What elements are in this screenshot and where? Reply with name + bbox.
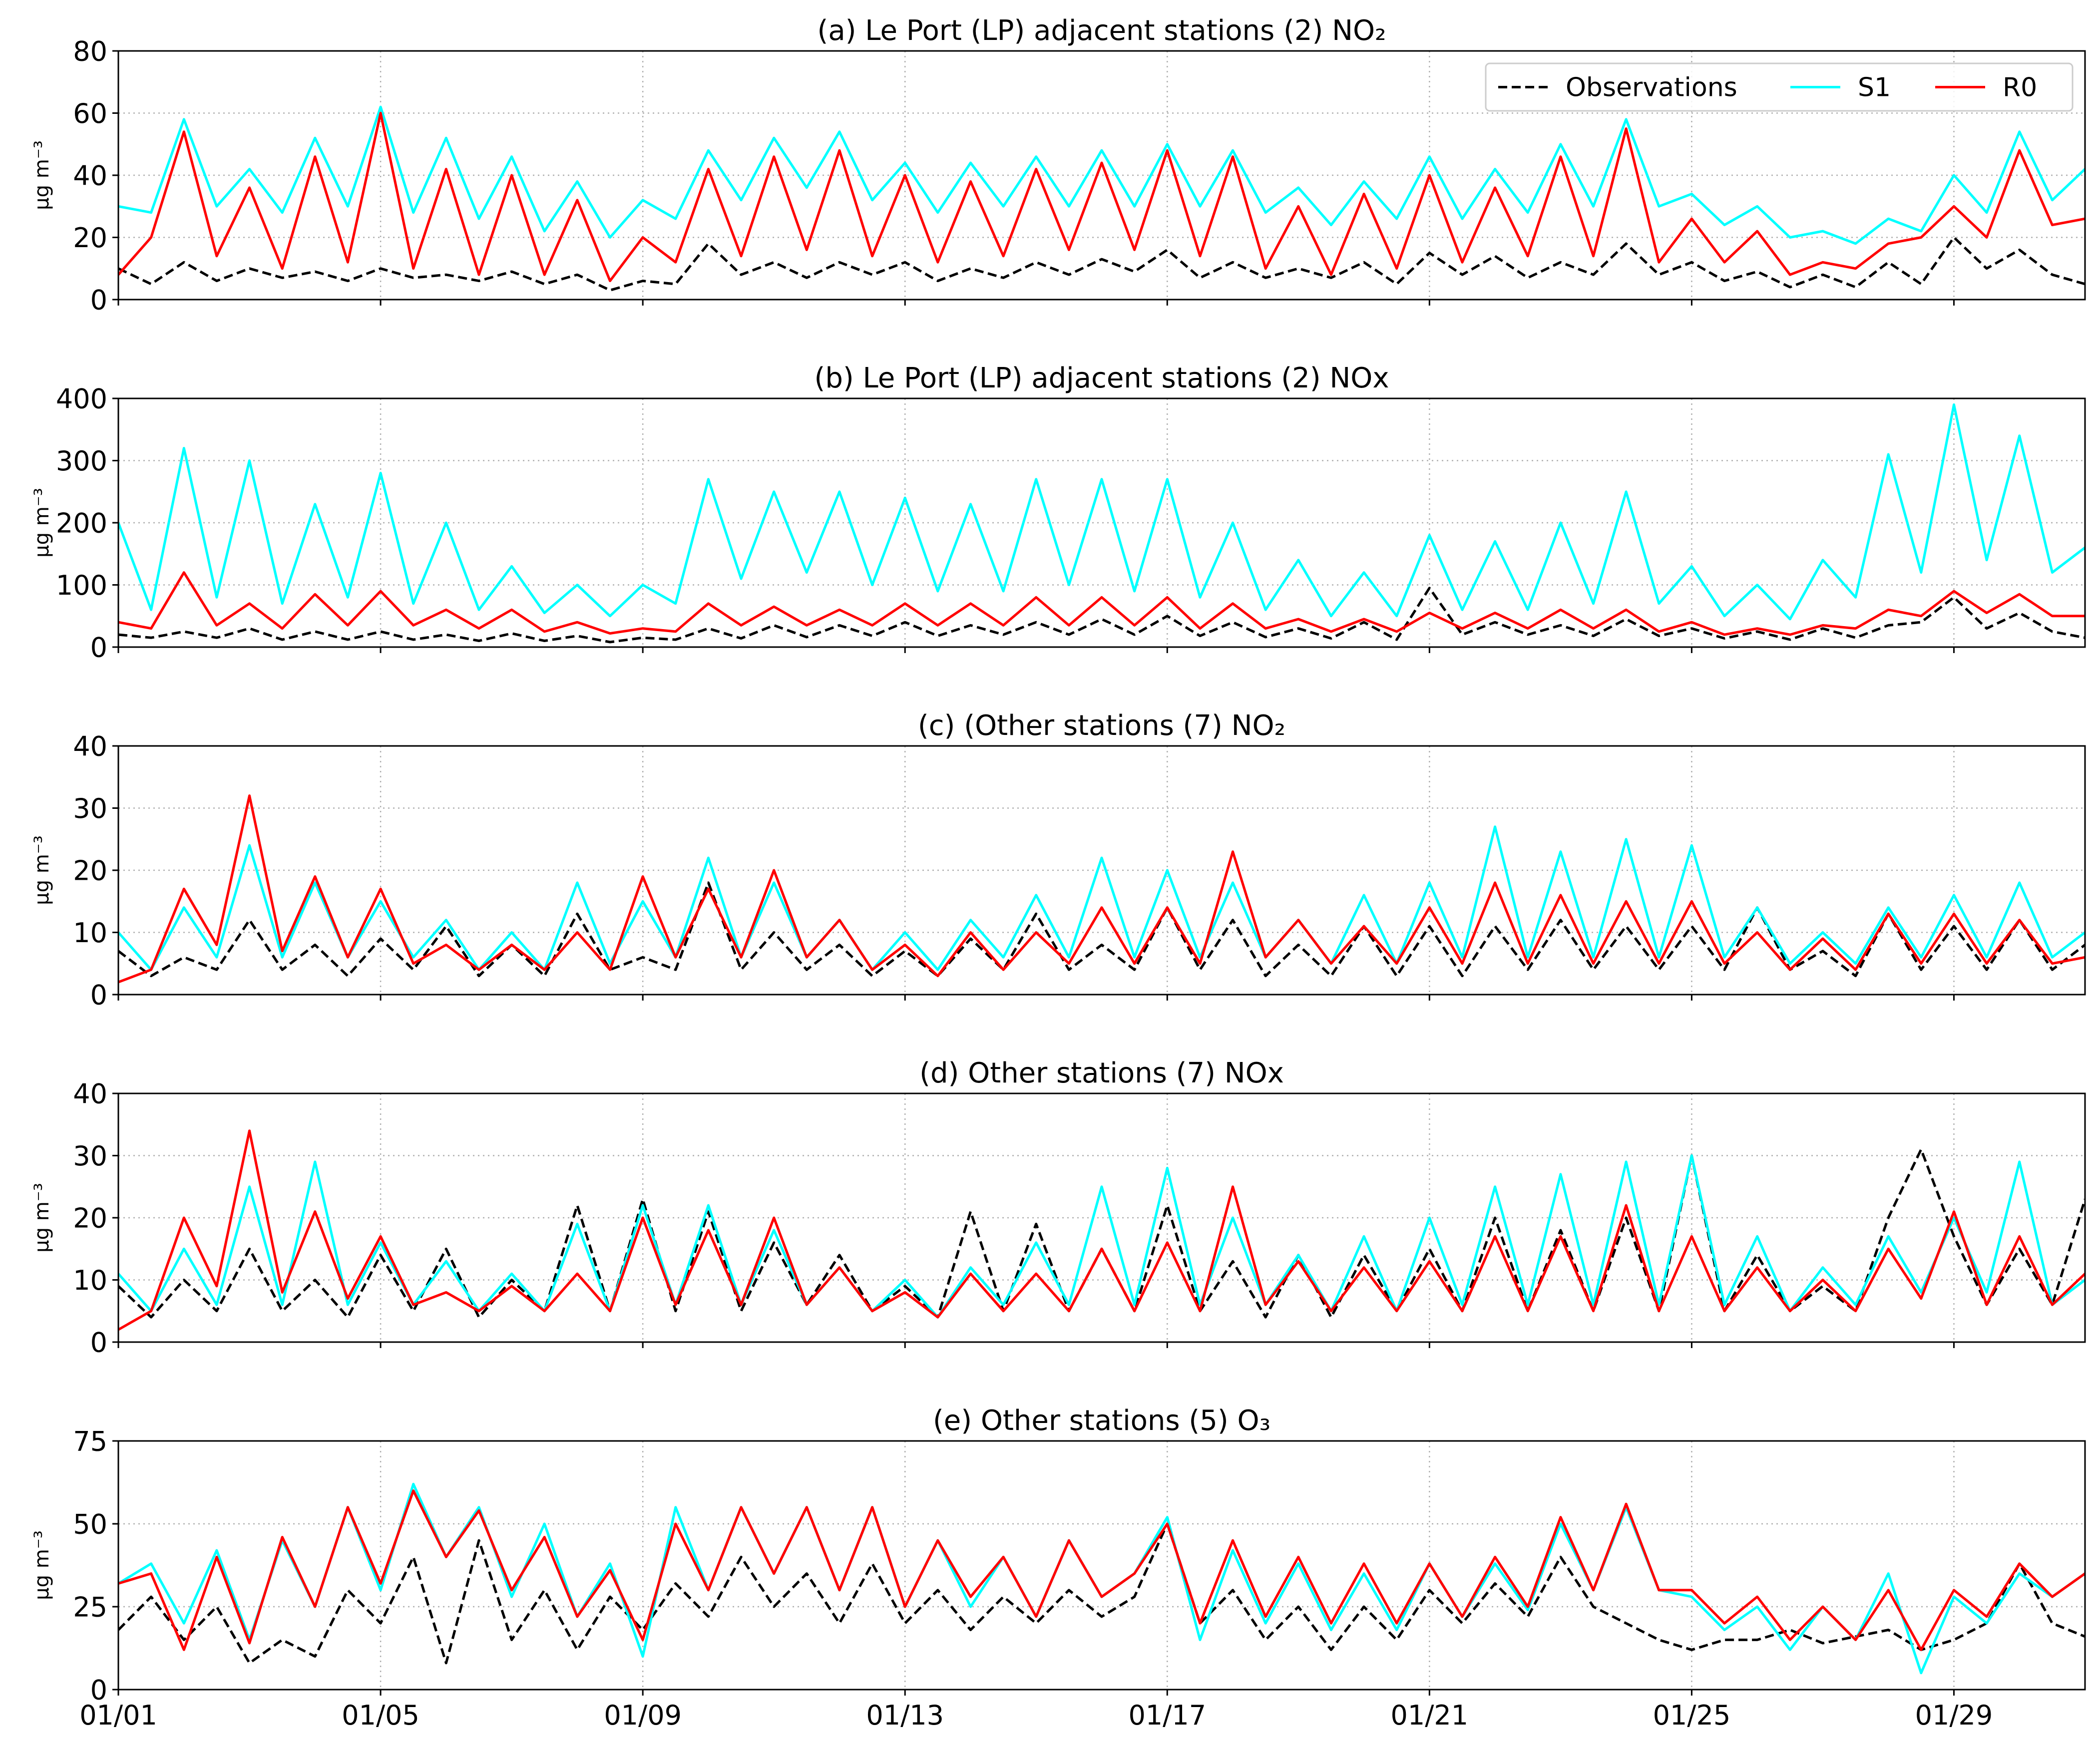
y-tick-label: 20	[73, 222, 107, 254]
y-tick-label: 25	[73, 1591, 107, 1623]
x-tick-label: 01/09	[604, 1700, 682, 1731]
panels: (a) Le Port (LP) adjacent stations (2) N…	[30, 14, 2086, 1706]
series-line-r0	[118, 794, 2085, 984]
y-axis-label: µg m⁻³	[30, 488, 53, 558]
x-tick-label: 01/01	[79, 1700, 157, 1731]
legend-label-observations: Observations	[1566, 73, 1737, 103]
x-tick-label: 01/21	[1391, 1700, 1469, 1731]
x-tick-label: 01/25	[1653, 1700, 1731, 1731]
y-tick-label: 0	[90, 284, 107, 316]
panel-d: (d) Other stations (7) NOx 0 10 20 30 40 µg m⁻…	[30, 1057, 2086, 1358]
axes-frame	[117, 745, 2086, 996]
y-axis-label: µg m⁻³	[30, 1183, 53, 1253]
y-tick-label: 0	[90, 1674, 107, 1706]
axes-frame	[117, 50, 2086, 301]
series-line-r0	[118, 112, 2085, 283]
y-tick-label: 10	[73, 1265, 107, 1296]
panel-e: (e) Other stations (5) O₃ 0 25 50 75 µg m⁻³	[30, 1404, 2086, 1706]
y-tick-label: 40	[73, 160, 107, 191]
panel-title: (c) (Other stations (7) NO₂	[918, 709, 1285, 742]
y-axis-label: µg m⁻³	[30, 835, 53, 905]
legend: Observations S1 R0	[1485, 62, 2074, 112]
series-line-s1	[118, 105, 2085, 245]
series-line-observations	[118, 587, 2085, 644]
series-line-observations	[118, 236, 2085, 292]
series-line-r0	[118, 1489, 2085, 1651]
axes-frame	[117, 1440, 2086, 1691]
y-tick-label: 200	[56, 507, 107, 539]
series-line-s1	[118, 1154, 2085, 1319]
y-axis-label: µg m⁻³	[30, 1530, 53, 1600]
y-tick-label: 400	[56, 383, 107, 414]
y-tick-label: 100	[56, 570, 107, 601]
y-axis-label: µg m⁻³	[30, 140, 53, 210]
y-tick-label: 30	[73, 793, 107, 824]
panel-b: (b) Le Port (LP) adjacent stations (2) N…	[30, 362, 2086, 663]
x-tick-label: 01/17	[1128, 1700, 1206, 1731]
y-tick-label: 300	[56, 445, 107, 477]
series-line-observations	[118, 1522, 2085, 1665]
y-tick-label: 30	[73, 1140, 107, 1172]
y-tick-label: 0	[90, 1327, 107, 1358]
y-tick-label: 80	[73, 35, 107, 67]
y-tick-label: 20	[73, 855, 107, 886]
x-axis-tick-labels: 01/01 01/05 01/09 01/13 01/17 01/21 01/25 01/29	[79, 1700, 1993, 1731]
panel-c: (c) (Other stations (7) NO₂ 0 10 20 30 40 µg m…	[30, 709, 2086, 1011]
y-tick-label: 40	[73, 1078, 107, 1109]
y-tick-label: 0	[90, 979, 107, 1011]
y-tick-label: 40	[73, 730, 107, 762]
panel-title: (e) Other stations (5) O₃	[933, 1404, 1270, 1437]
x-tick-label: 01/05	[342, 1700, 420, 1731]
x-tick-label: 01/13	[866, 1700, 944, 1731]
series-line-s1	[118, 825, 2085, 971]
panel-title: (b) Le Port (LP) adjacent stations (2) N…	[815, 362, 1389, 394]
series-line-r0	[118, 1129, 2085, 1331]
y-tick-label: 60	[73, 98, 107, 129]
series-line-s1	[118, 403, 2085, 621]
axes-frame	[117, 1092, 2086, 1343]
y-tick-label: 20	[73, 1202, 107, 1234]
legend-box	[1485, 62, 2074, 112]
x-tick-label: 01/29	[1915, 1700, 1993, 1731]
series-line-r0	[118, 571, 2085, 636]
legend-label-s1: S1	[1858, 73, 1891, 103]
y-tick-label: 75	[73, 1425, 107, 1457]
y-tick-label: 10	[73, 917, 107, 949]
legend-label-r0: R0	[2003, 73, 2037, 103]
axes-frame	[117, 397, 2086, 648]
panel-title: (d) Other stations (7) NOx	[919, 1057, 1284, 1089]
y-tick-label: 0	[90, 632, 107, 663]
y-tick-label: 50	[73, 1508, 107, 1540]
panel-title: (a) Le Port (LP) adjacent stations (2) N…	[817, 14, 1386, 47]
